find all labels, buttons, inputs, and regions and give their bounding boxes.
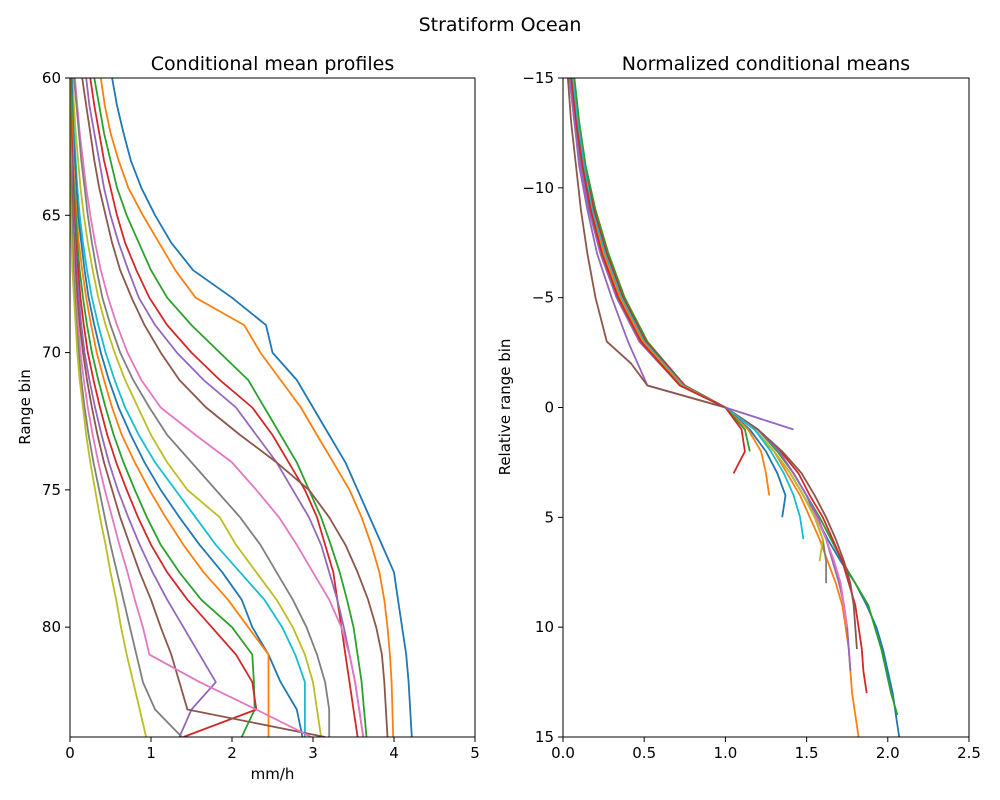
left-y-tick-label: 75	[42, 481, 61, 499]
right-x-tick-label: 1.5	[795, 744, 819, 762]
left-series-line-p9	[71, 78, 322, 737]
right-series-group	[567, 78, 901, 737]
right-ticks-group: 0.0 0.5 1.0 1.5 2.0 2.5 −15 −10 −5 0 5 10 15	[522, 69, 981, 762]
right-x-tick-label: 1.0	[713, 744, 737, 762]
left-axes-title: Conditional mean profiles	[151, 53, 394, 75]
right-y-tick-label: 10	[535, 618, 554, 636]
right-series-line-n4	[570, 78, 868, 694]
left-series-line-p5	[85, 78, 365, 737]
right-y-tick-label: 5	[544, 508, 554, 526]
left-series-group	[70, 78, 413, 737]
right-series-line-n16	[567, 78, 726, 409]
left-series-line-p1	[111, 78, 413, 737]
right-y-tick-label: −15	[522, 69, 554, 87]
left-series-line-p6	[81, 78, 389, 737]
left-axes-frame	[69, 77, 476, 738]
left-x-tick-label: 0	[65, 744, 75, 762]
left-y-tick-label: 65	[42, 206, 61, 224]
left-x-tick-label: 3	[308, 744, 318, 762]
right-y-axis-label: Relative range bin	[496, 339, 514, 476]
left-x-tick-label: 2	[227, 744, 237, 762]
right-x-tick-label: 0.5	[632, 744, 656, 762]
right-x-tick-label: 2.0	[876, 744, 900, 762]
left-series-line-p3	[93, 78, 368, 737]
left-axes: Conditional mean profiles mm/h Range bin…	[16, 53, 480, 783]
figure-suptitle: Stratiform Ocean	[419, 14, 582, 36]
left-y-tick-label: 70	[42, 344, 61, 362]
right-y-tick-label: 15	[535, 728, 554, 746]
right-x-tick-label: 0.0	[551, 744, 575, 762]
right-y-tick-label: −5	[532, 289, 554, 307]
left-x-axis-label: mm/h	[251, 765, 295, 783]
right-y-tick-label: 0	[544, 399, 554, 417]
right-x-tick-label: 2.5	[957, 744, 981, 762]
left-series-line-p8	[73, 78, 331, 737]
left-series-line-p19	[70, 78, 147, 737]
left-y-tick-label: 80	[42, 618, 61, 636]
right-axes-frame	[562, 77, 970, 738]
left-series-line-p11	[70, 78, 304, 737]
right-y-tick-label: −10	[522, 179, 554, 197]
left-x-tick-label: 1	[146, 744, 156, 762]
left-x-tick-label: 5	[470, 744, 480, 762]
left-series-line-p7	[74, 78, 365, 737]
left-y-axis-label: Range bin	[16, 369, 34, 445]
right-axes: Normalized conditional means Relative ra…	[496, 53, 981, 762]
left-y-tick-label: 60	[42, 69, 61, 87]
right-axes-title: Normalized conditional means	[622, 53, 910, 75]
left-series-line-p2	[99, 78, 395, 737]
left-x-tick-label: 4	[389, 744, 399, 762]
left-ticks-group: 0 1 2 3 4 5 60 65 70 75 80	[42, 69, 480, 762]
right-series-line-n14	[570, 78, 746, 474]
